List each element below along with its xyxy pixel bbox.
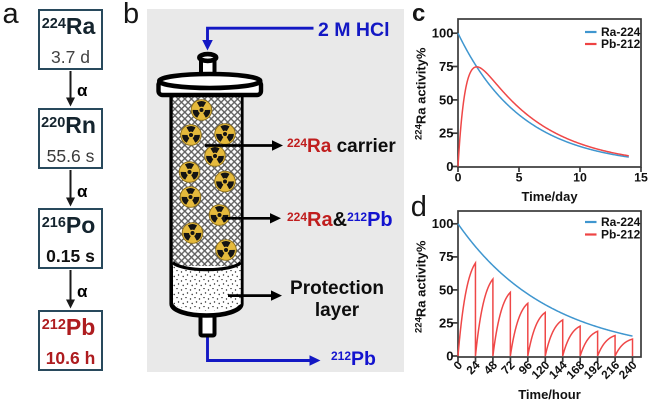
svg-text:Ra-224: Ra-224 [601,215,641,229]
svg-text:Time/hour: Time/hour [518,387,581,402]
svg-text:240: 240 [616,358,640,382]
svg-text:25: 25 [439,315,453,330]
svg-text:5: 5 [516,171,523,185]
svg-text:10: 10 [573,171,587,185]
svg-text:0: 0 [446,348,453,363]
svg-text:Pb-212: Pb-212 [601,37,641,51]
svg-text:25: 25 [439,126,453,141]
svg-text:100: 100 [432,216,454,231]
svg-text:Pb-212: Pb-212 [601,228,641,242]
svg-text:50: 50 [439,92,453,107]
svg-text:Ra-224: Ra-224 [601,25,641,39]
svg-text:224Ra activity%: 224Ra activity% [414,240,429,333]
svg-text:100: 100 [432,26,454,41]
svg-text:0: 0 [455,171,462,185]
svg-text:Time/day: Time/day [521,189,578,204]
svg-text:0: 0 [446,159,453,174]
svg-text:224Ra activity%: 224Ra activity% [414,47,429,140]
svg-text:50: 50 [439,282,453,297]
svg-text:15: 15 [634,171,648,185]
svg-text:75: 75 [439,59,453,74]
svg-text:75: 75 [439,249,453,264]
